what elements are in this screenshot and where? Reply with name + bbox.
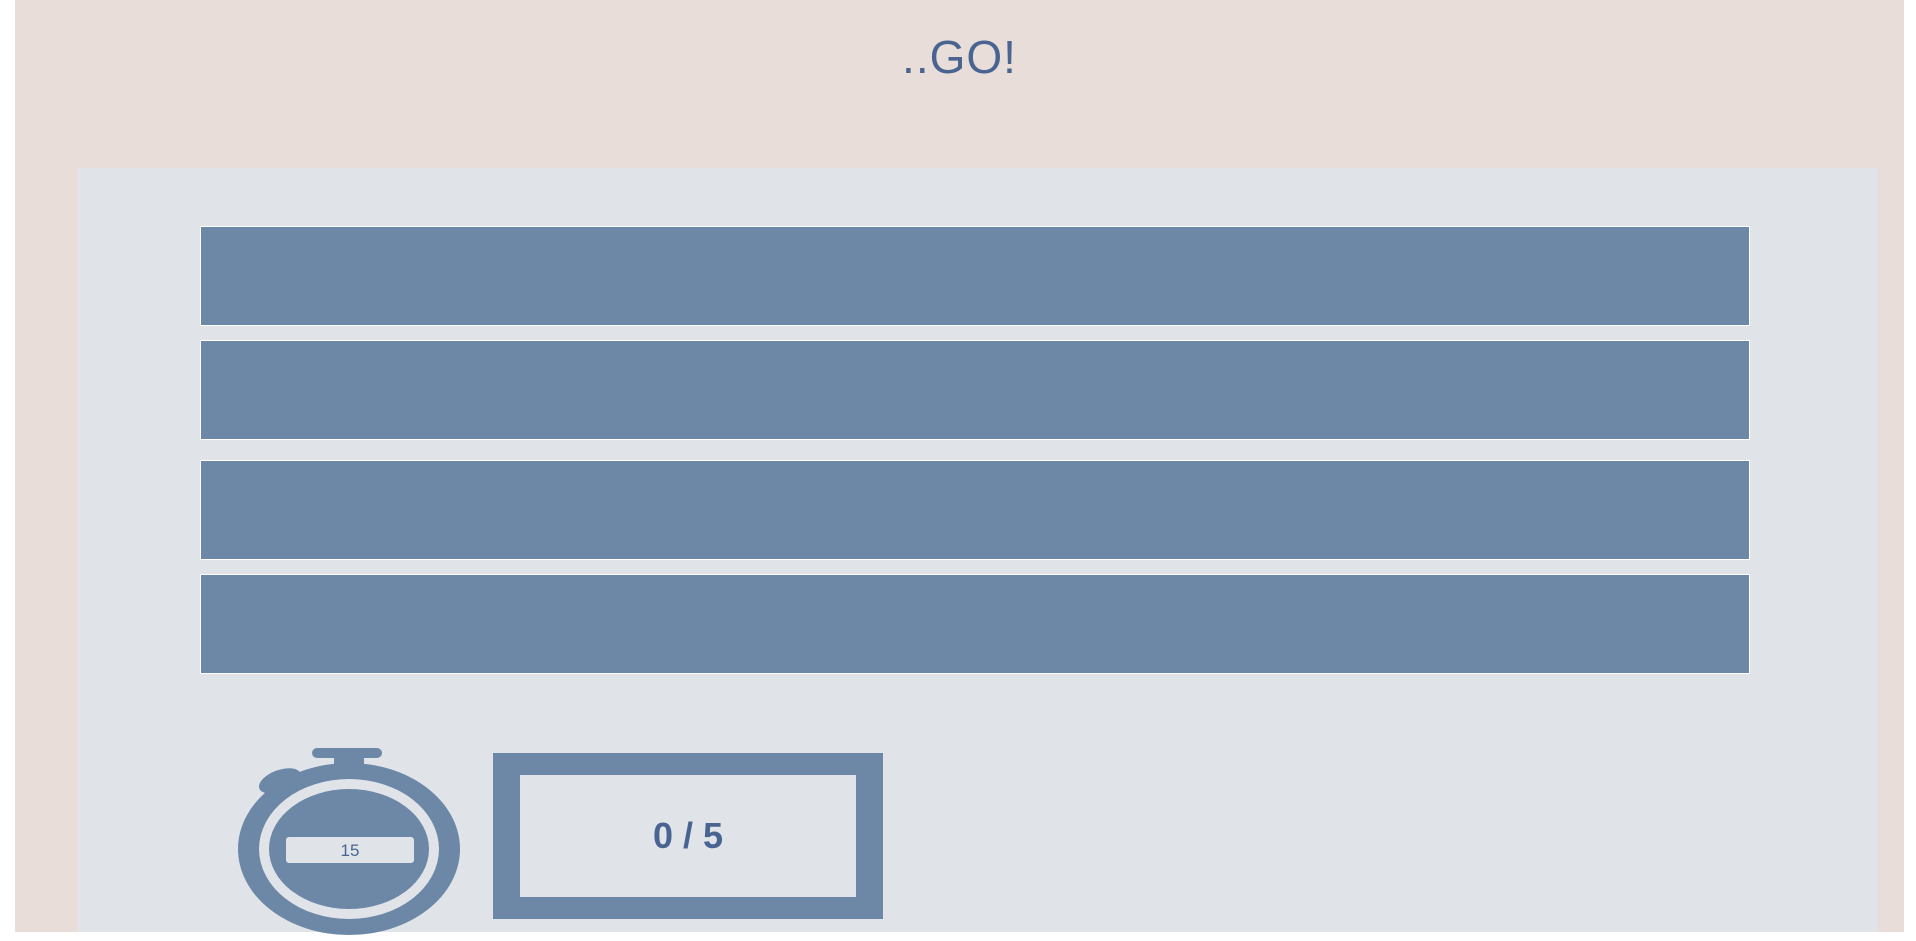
game-frame: ..GO! 15 (15, 0, 1904, 935)
stopwatch-icon (238, 748, 460, 935)
timer: 15 (235, 748, 465, 936)
score-counter: 0 / 5 (652, 815, 724, 856)
answer-option-2[interactable] (200, 340, 1750, 440)
answer-option-1[interactable] (200, 226, 1750, 326)
timer-seconds: 15 (340, 841, 360, 860)
game-title: ..GO! (902, 31, 1017, 83)
answer-option-3[interactable] (200, 460, 1750, 560)
score-box: 0 / 5 (493, 753, 883, 919)
answer-option-4[interactable] (200, 574, 1750, 674)
question-panel: 15 0 / 5 (78, 168, 1878, 935)
score-inner: 0 / 5 (520, 775, 856, 897)
